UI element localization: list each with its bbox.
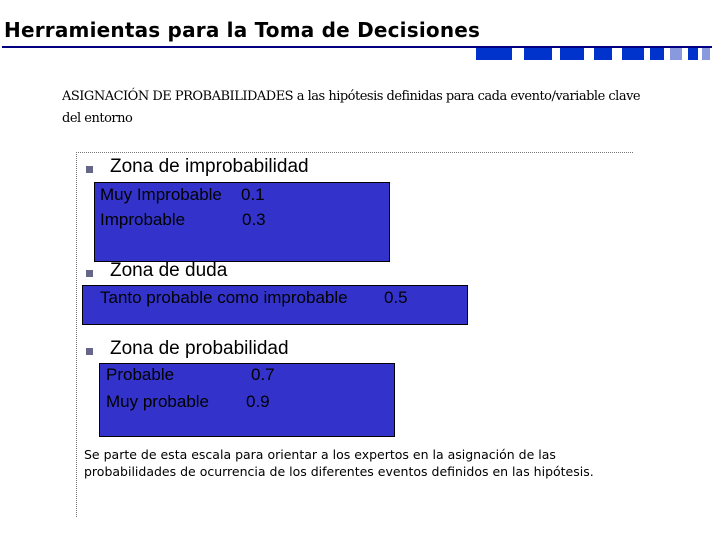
zone-box-doubt (82, 285, 468, 325)
square-bullet-icon (86, 166, 93, 173)
decoration-block (594, 48, 612, 60)
decoration-block (650, 48, 664, 60)
zone-item-name: Tanto probable como improbable (100, 288, 348, 307)
zone-item-value: 0.7 (251, 365, 275, 384)
slide-title: Herramientas para la Toma de Decisiones (4, 18, 481, 42)
zone-label-improbability: Zona de improbabilidad (110, 156, 309, 177)
zone-item-value: 0.5 (384, 288, 408, 307)
decoration-block (702, 48, 710, 60)
zone-item-name: Probable (106, 365, 175, 384)
square-bullet-icon (86, 348, 93, 355)
slide-subtitle: ASIGNACIÓN DE PROBABILIDADES a las hipót… (62, 89, 641, 126)
zone-item-name: Muy Improbable (100, 185, 222, 204)
zone-box-probability (99, 363, 395, 437)
zone-item-value: 0.1 (241, 185, 265, 204)
title-underline (2, 46, 712, 48)
zone-item-value: 0.3 (242, 210, 266, 229)
scale-note: Se parte de esta escala para orientar a … (84, 447, 594, 479)
zone-item-name: Muy probable (106, 392, 210, 411)
zone-item-name: Improbable (100, 210, 186, 229)
decoration-block (560, 48, 584, 60)
decoration-block (670, 48, 682, 60)
zone-item-value: 0.9 (246, 392, 270, 411)
zone-label-probability: Zona de probabilidad (110, 338, 289, 359)
zone-label-doubt: Zona de duda (110, 260, 228, 281)
content-frame (76, 152, 633, 517)
decoration-block (622, 48, 644, 60)
decoration-block (688, 48, 698, 60)
decoration-block (524, 48, 552, 60)
decoration-block (476, 48, 512, 60)
square-bullet-icon (86, 270, 93, 277)
zone-box-improbability (94, 182, 390, 262)
